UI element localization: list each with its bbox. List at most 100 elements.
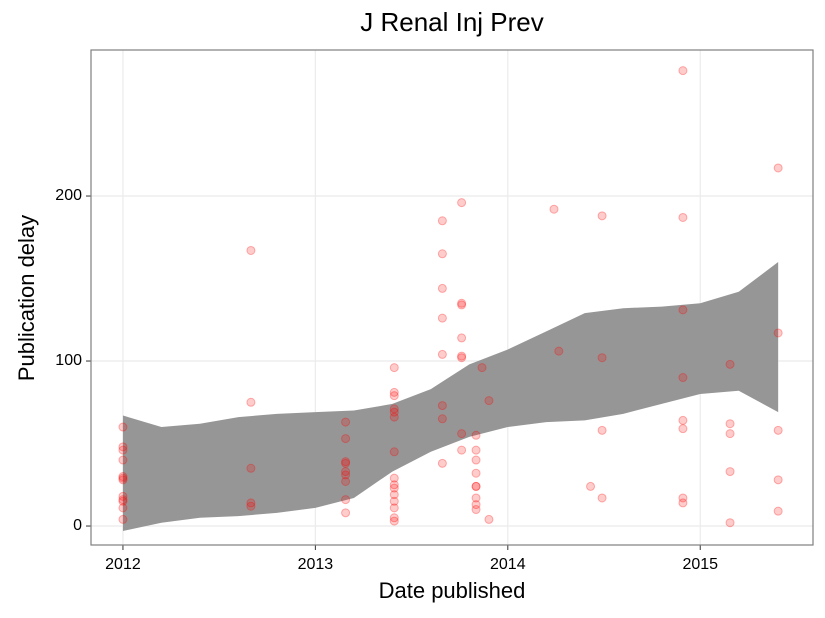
point xyxy=(678,66,688,76)
point xyxy=(389,391,399,401)
point xyxy=(725,429,735,439)
point xyxy=(389,496,399,506)
point xyxy=(118,514,128,524)
point xyxy=(773,506,783,516)
point xyxy=(678,305,688,315)
y-tick-label: 0 xyxy=(73,517,82,534)
point xyxy=(118,491,128,501)
point xyxy=(389,363,399,373)
point xyxy=(725,518,735,528)
point xyxy=(389,387,399,397)
point xyxy=(457,353,467,363)
point xyxy=(437,401,447,411)
point xyxy=(341,495,351,505)
point xyxy=(725,419,735,429)
point xyxy=(471,481,481,491)
point xyxy=(389,483,399,493)
point xyxy=(471,500,481,510)
point xyxy=(471,455,481,465)
point xyxy=(554,346,564,356)
point xyxy=(437,283,447,293)
point xyxy=(484,396,494,406)
point xyxy=(678,493,688,503)
x-tick-label: 2014 xyxy=(490,556,526,573)
point xyxy=(457,351,467,361)
point xyxy=(246,463,256,473)
point xyxy=(457,198,467,208)
point xyxy=(678,415,688,425)
point xyxy=(341,470,351,480)
point xyxy=(597,493,607,503)
point xyxy=(389,404,399,414)
y-tick-label: 200 xyxy=(55,187,82,204)
point xyxy=(437,249,447,259)
point xyxy=(437,414,447,424)
point xyxy=(389,473,399,483)
point xyxy=(389,490,399,500)
point xyxy=(341,457,351,467)
chart-title: J Renal Inj Prev xyxy=(360,7,544,37)
point xyxy=(118,445,128,455)
point xyxy=(678,212,688,222)
point xyxy=(457,445,467,455)
x-tick-label: 2015 xyxy=(682,556,718,573)
point xyxy=(341,458,351,468)
point xyxy=(773,163,783,173)
point xyxy=(246,501,256,511)
point xyxy=(389,407,399,417)
point xyxy=(484,514,494,524)
point xyxy=(471,430,481,440)
x-tick-label: 2013 xyxy=(298,556,334,573)
point xyxy=(477,363,487,373)
point xyxy=(471,493,481,503)
x-axis-title: Date published xyxy=(379,578,526,603)
x-tick-label: 2012 xyxy=(105,556,141,573)
point xyxy=(341,476,351,486)
point xyxy=(597,353,607,363)
point xyxy=(118,496,128,506)
point xyxy=(678,424,688,434)
point xyxy=(457,300,467,310)
point xyxy=(549,204,559,214)
point xyxy=(118,455,128,465)
point xyxy=(118,472,128,482)
y-tick-label: 100 xyxy=(55,352,82,369)
y-axis-title: Publication delay xyxy=(14,215,39,381)
point xyxy=(389,480,399,490)
point xyxy=(773,475,783,485)
point xyxy=(457,429,467,439)
point xyxy=(118,475,128,485)
point xyxy=(773,425,783,435)
point xyxy=(457,333,467,343)
point xyxy=(597,425,607,435)
confidence-band xyxy=(122,262,779,531)
point xyxy=(389,516,399,526)
point xyxy=(457,298,467,308)
point xyxy=(341,434,351,444)
point xyxy=(118,442,128,452)
point xyxy=(725,467,735,477)
point xyxy=(437,216,447,226)
point xyxy=(118,495,128,505)
point xyxy=(586,481,596,491)
point xyxy=(118,503,128,513)
point xyxy=(725,359,735,369)
point xyxy=(678,373,688,383)
point xyxy=(246,397,256,407)
point xyxy=(471,468,481,478)
point xyxy=(471,481,481,491)
point xyxy=(437,313,447,323)
point xyxy=(389,503,399,513)
point xyxy=(118,473,128,483)
point xyxy=(389,513,399,523)
point xyxy=(246,498,256,508)
point xyxy=(118,422,128,432)
point xyxy=(471,445,481,455)
point xyxy=(471,505,481,515)
point xyxy=(437,458,447,468)
point xyxy=(341,508,351,518)
point xyxy=(389,447,399,457)
point xyxy=(341,467,351,477)
panel-border xyxy=(90,49,814,546)
